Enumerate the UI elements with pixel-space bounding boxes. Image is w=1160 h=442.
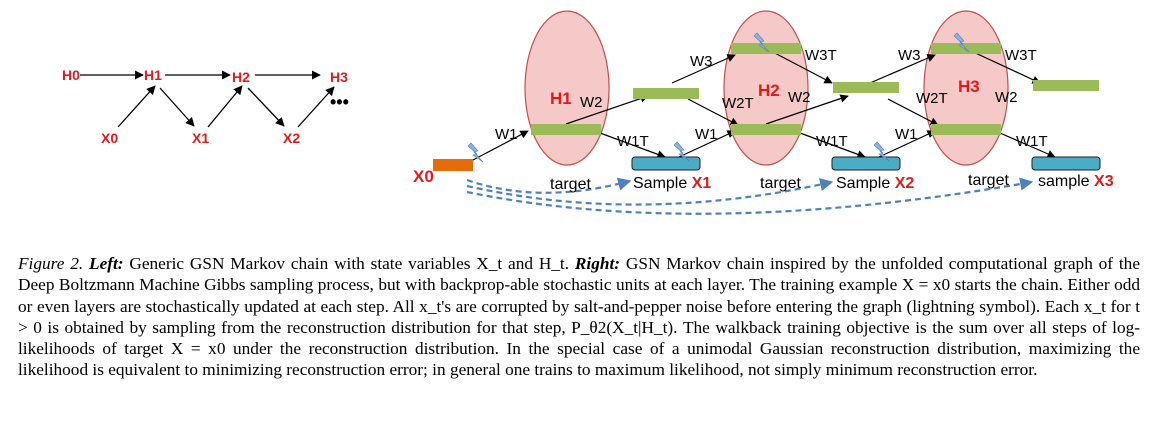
- target-label: target: [968, 172, 1009, 189]
- caption-right-label: Right:: [574, 254, 621, 273]
- h3-label: H3: [958, 77, 980, 96]
- w2-label: W2: [580, 94, 603, 111]
- unit-x0: [433, 159, 473, 171]
- w3-label: W3: [898, 47, 921, 64]
- unit-h1-bottom: [531, 124, 601, 135]
- left-h0-label: H0: [62, 67, 80, 83]
- w2t-label: W2T: [722, 95, 754, 112]
- edge-x0-h1: [117, 85, 156, 128]
- w1-label: W1: [895, 126, 918, 143]
- sample-x2-label: Sample X2: [836, 175, 914, 192]
- hidden-ellipse-h1: [524, 10, 610, 166]
- caption-figure-label: Figure 2.: [18, 254, 84, 273]
- unit-x1: [631, 156, 701, 171]
- caption-right-text: GSN Markov chain inspired by the unfolde…: [18, 254, 1140, 380]
- w3-label: W3: [690, 53, 713, 70]
- w1-label: W1: [695, 126, 718, 143]
- caption-left-label: Left:: [89, 254, 124, 273]
- edge-h2-x2: [247, 87, 285, 127]
- left-h3-label: H3: [330, 69, 348, 85]
- x0-label: X0: [413, 167, 434, 186]
- right-gsn-graph: X0 H1 H2 H3 W1 W2 W1T W3 W1 W2T W2 W3T W…: [413, 10, 1114, 215]
- target-label: target: [550, 176, 591, 193]
- h1-label: H1: [550, 89, 572, 108]
- lightning-icon: [467, 142, 484, 163]
- target-label: target: [760, 175, 801, 192]
- unit-l2-a: [633, 88, 699, 99]
- w1t-label: W1T: [816, 133, 848, 150]
- edge-x2-h3: [297, 86, 335, 128]
- unit-l2-c: [1033, 80, 1099, 91]
- unit-x3: [1031, 156, 1101, 171]
- walkback-arrow-1: [466, 177, 632, 194]
- lightning-icon: [753, 32, 770, 53]
- left-markov-chain: H0 H1 H2 H3 X0 X1 X2 •••: [62, 67, 349, 146]
- h2-label: H2: [758, 81, 780, 100]
- unit-h2-bottom: [731, 124, 801, 135]
- left-ellipsis: •••: [330, 92, 349, 112]
- w1t-label: W1T: [617, 133, 649, 150]
- edge-h1-x1: [159, 87, 195, 127]
- unit-x2: [831, 156, 901, 171]
- left-x0-label: X0: [101, 130, 118, 146]
- unit-l2-b: [833, 82, 899, 93]
- w2-label: W2: [995, 89, 1018, 106]
- edge-x1-h2: [207, 85, 243, 128]
- w1t-label: W1T: [1016, 133, 1048, 150]
- caption-left-text: Generic GSN Markov chain with state vari…: [129, 254, 570, 273]
- lightning-icon: [953, 32, 970, 53]
- left-h1-label: H1: [144, 67, 162, 83]
- w2t-label: W2T: [916, 90, 948, 107]
- w1-label: W1: [495, 126, 518, 143]
- w2-label: W2: [788, 89, 811, 106]
- figure-caption: Figure 2. Left: Generic GSN Markov chain…: [18, 253, 1140, 381]
- lightning-icon: [673, 141, 690, 162]
- left-x2-label: X2: [283, 130, 300, 146]
- lightning-icon: [873, 141, 890, 162]
- w3t-label: W3T: [1005, 47, 1037, 64]
- sample-x3-label: sample X3: [1038, 173, 1114, 190]
- left-x1-label: X1: [192, 130, 209, 146]
- unit-h3-bottom: [931, 124, 1001, 135]
- gsn-figure: H0 H1 H2 H3 X0 X1 X2 •••: [62, 10, 1114, 215]
- left-h2-label: H2: [232, 69, 250, 85]
- w3t-label: W3T: [805, 47, 837, 64]
- sample-x1-label: Sample X1: [633, 175, 711, 192]
